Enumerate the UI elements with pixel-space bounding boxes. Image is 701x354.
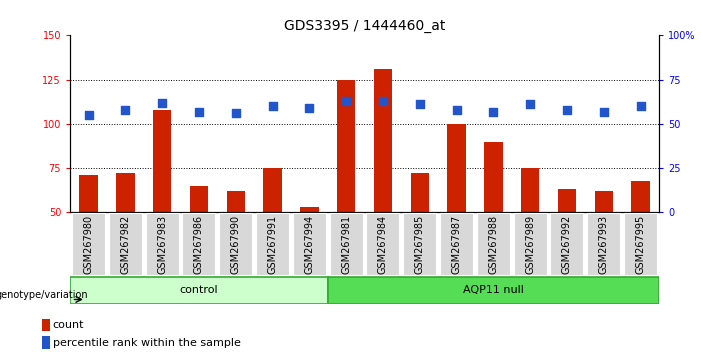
Text: GSM267992: GSM267992 [562, 215, 572, 274]
Bar [109, 213, 142, 275]
Point [635, 103, 646, 109]
Text: GSM267982: GSM267982 [121, 215, 130, 274]
Bar [411, 173, 429, 212]
Bar [79, 175, 97, 212]
Point [193, 109, 205, 114]
Bar [219, 213, 252, 275]
Bar [293, 213, 326, 275]
Point [83, 112, 94, 118]
Text: GSM267988: GSM267988 [489, 215, 498, 274]
Point [120, 107, 131, 113]
Point [156, 100, 168, 105]
Point [267, 103, 278, 109]
Bar [329, 213, 362, 275]
Point [488, 109, 499, 114]
Point [562, 107, 573, 113]
Point [377, 98, 388, 104]
Text: GSM267993: GSM267993 [599, 215, 608, 274]
Point [230, 110, 241, 116]
Text: GSM267995: GSM267995 [636, 215, 646, 274]
Bar [42, 336, 50, 349]
Bar [70, 277, 327, 304]
Text: percentile rank within the sample: percentile rank within the sample [53, 338, 240, 348]
Bar [624, 213, 657, 275]
Text: GSM267991: GSM267991 [268, 215, 278, 274]
Bar [116, 173, 135, 212]
Text: control: control [179, 285, 218, 295]
Text: GSM267984: GSM267984 [378, 215, 388, 274]
Text: GSM267987: GSM267987 [451, 215, 461, 274]
Bar [521, 168, 539, 212]
Bar [300, 207, 318, 212]
Bar [594, 191, 613, 212]
Text: GSM267981: GSM267981 [341, 215, 351, 274]
Bar [256, 213, 289, 275]
Bar [337, 80, 355, 212]
Bar [264, 168, 282, 212]
Text: GSM267983: GSM267983 [157, 215, 167, 274]
Text: GSM267990: GSM267990 [231, 215, 240, 274]
Point [598, 109, 609, 114]
Point [304, 105, 315, 111]
Bar [447, 124, 465, 212]
Bar [374, 69, 392, 212]
Bar [42, 319, 50, 331]
Bar [558, 189, 576, 212]
Bar [587, 213, 620, 275]
Text: GSM267985: GSM267985 [415, 215, 425, 274]
Bar [367, 213, 400, 275]
Point [341, 98, 352, 104]
Text: genotype/variation: genotype/variation [0, 290, 88, 300]
Bar [514, 213, 547, 275]
Bar [226, 191, 245, 212]
Point [414, 102, 426, 107]
Text: GSM267994: GSM267994 [304, 215, 314, 274]
Text: GSM267989: GSM267989 [525, 215, 535, 274]
Bar [632, 181, 650, 212]
Bar [327, 277, 659, 304]
Bar [153, 110, 171, 212]
Text: GSM267980: GSM267980 [83, 215, 93, 274]
Bar [477, 213, 510, 275]
Text: GSM267986: GSM267986 [194, 215, 204, 274]
Bar [440, 213, 473, 275]
Bar [182, 213, 215, 275]
Bar [403, 213, 436, 275]
Bar [550, 213, 583, 275]
Bar [484, 142, 503, 212]
Bar [190, 186, 208, 212]
Text: AQP11 null: AQP11 null [463, 285, 524, 295]
Bar [146, 213, 179, 275]
Point [524, 102, 536, 107]
Point [451, 107, 462, 113]
Text: count: count [53, 320, 84, 330]
Bar [72, 213, 105, 275]
Title: GDS3395 / 1444460_at: GDS3395 / 1444460_at [284, 19, 445, 33]
